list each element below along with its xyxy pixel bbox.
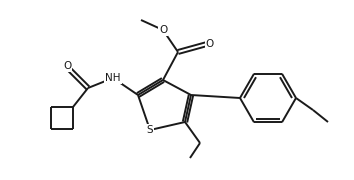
Text: O: O <box>159 25 167 35</box>
Text: O: O <box>63 61 71 71</box>
Text: NH: NH <box>105 73 121 83</box>
Text: S: S <box>147 125 153 135</box>
Text: O: O <box>206 39 214 49</box>
